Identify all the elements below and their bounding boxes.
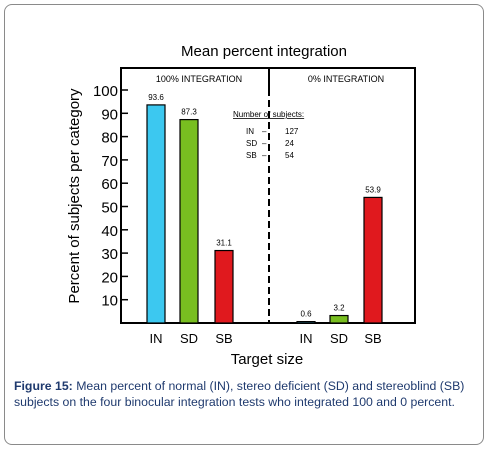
- figure-caption: Figure 15: Mean percent of normal (IN), …: [14, 378, 476, 410]
- legend-row-dash: –: [262, 127, 267, 136]
- x-category-label: IN: [300, 331, 313, 346]
- y-tick-label: 80: [101, 130, 118, 147]
- legend-row-label: SD: [246, 139, 257, 148]
- y-tick-label: 50: [101, 200, 118, 217]
- legend-row-label: IN: [246, 127, 254, 136]
- legend-row-dash: –: [262, 151, 267, 160]
- bar-value-label: 93.6: [148, 93, 164, 102]
- bar-value-label: 31.1: [216, 239, 232, 248]
- bar-in: [296, 321, 316, 324]
- bar-value-label: 0.6: [300, 310, 312, 319]
- x-category-label: SD: [180, 331, 198, 346]
- chart-title: Mean percent integration: [181, 43, 347, 60]
- bar-value-label: 3.2: [333, 304, 345, 313]
- caption-label: Figure 15:: [14, 379, 73, 393]
- y-tick-label: 60: [101, 176, 118, 193]
- figure-frame: [4, 4, 484, 445]
- bar-value-label: 53.9: [365, 185, 381, 194]
- y-axis: 10 20 30 40 50 60 70 80 90 100: [93, 83, 128, 310]
- x-category-label: SD: [330, 331, 348, 346]
- group-labels: 100% INTEGRATION 0% INTEGRATION: [156, 74, 384, 84]
- x-axis-label: Target size: [231, 351, 304, 368]
- legend-row-value: 24: [285, 139, 294, 148]
- bar-sd: [329, 314, 349, 324]
- caption-text: Mean percent of normal (IN), stereo defi…: [14, 379, 465, 409]
- y-tick-label: 90: [101, 106, 118, 123]
- legend-row-value: 127: [285, 127, 299, 136]
- bar-in: [146, 104, 166, 324]
- legend-row-label: SB: [246, 151, 257, 160]
- y-tick-label: 30: [101, 246, 118, 263]
- legend-row-dash: –: [262, 139, 267, 148]
- y-tick-label: 40: [101, 223, 118, 240]
- y-tick-label: 10: [101, 293, 118, 310]
- bar-sb: [363, 196, 383, 324]
- x-category-label: SB: [215, 331, 232, 346]
- subjects-legend-title: Number of subjects:: [233, 110, 304, 119]
- group-label: 100% INTEGRATION: [156, 74, 242, 84]
- group-label: 0% INTEGRATION: [308, 74, 384, 84]
- bars-layer: 93.6 87.3 31.1 0.6 3.2 53.9: [146, 93, 383, 324]
- y-tick-label: 100: [93, 83, 118, 100]
- y-tick-label: 70: [101, 153, 118, 170]
- y-tick-label: 20: [101, 269, 118, 286]
- bar-sb: [214, 249, 234, 324]
- legend-row-value: 54: [285, 151, 294, 160]
- bar-sd: [179, 118, 199, 324]
- x-category-label: SB: [364, 331, 381, 346]
- bar-chart: Mean percent integration 10 20 30 40 50 60 70 8…: [66, 43, 416, 368]
- x-category-labels: IN SD SB IN SD SB: [150, 331, 382, 346]
- bar-value-label: 87.3: [181, 108, 197, 117]
- x-category-label: IN: [150, 331, 163, 346]
- y-axis-label: Percent of subjects per category: [66, 88, 83, 304]
